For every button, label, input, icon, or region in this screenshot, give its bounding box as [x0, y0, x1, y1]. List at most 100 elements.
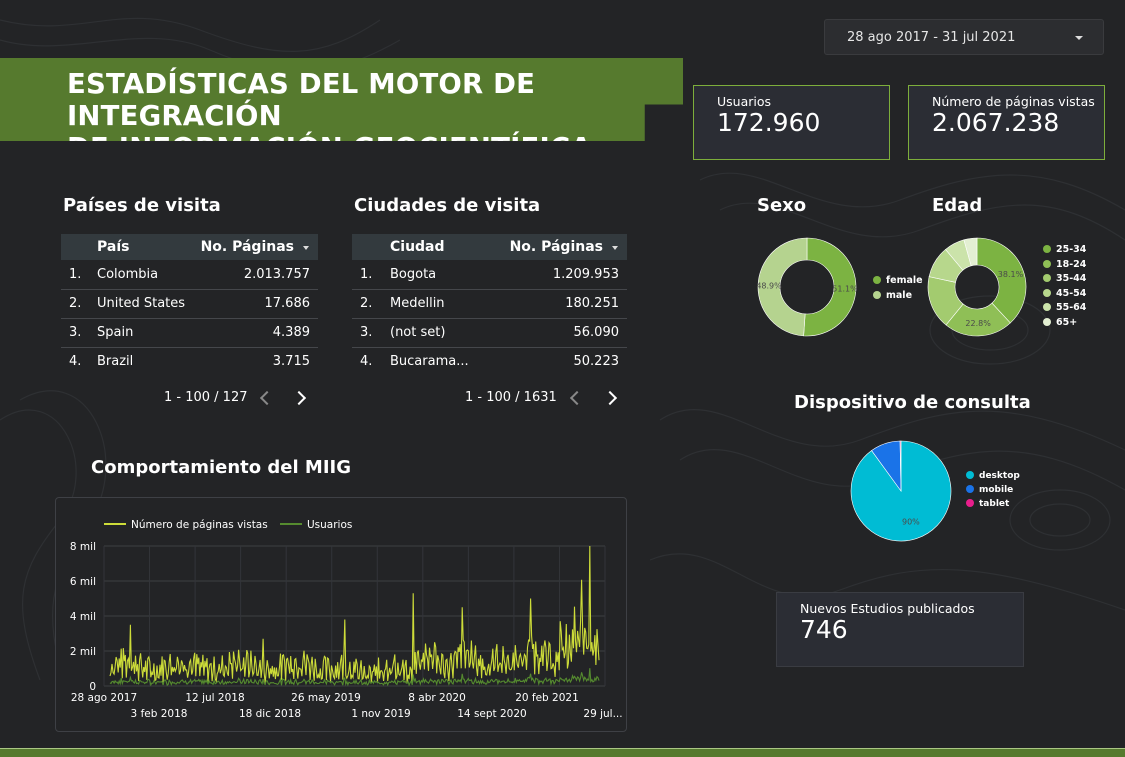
legend-item-45-54[interactable]: 45-54: [1043, 287, 1086, 302]
chevron-left-icon[interactable]: [259, 390, 275, 406]
legend-label: tablet: [979, 499, 1010, 509]
chevron-right-icon[interactable]: [602, 390, 618, 406]
legend-item-18-24[interactable]: 18-24: [1043, 258, 1086, 273]
legend-item-35-44[interactable]: 35-44: [1043, 272, 1086, 287]
series-line-users[interactable]: [109, 668, 600, 687]
kpi-pageviews-label: Número de páginas vistas: [932, 94, 1095, 109]
cities-table-header: Ciudad No. Páginas: [352, 234, 627, 260]
row-pages: 56.090: [573, 325, 620, 340]
legend-label: 45-54: [1056, 287, 1087, 299]
row-city: (not set): [390, 325, 446, 340]
table-row[interactable]: 3. Spain 4.389: [61, 318, 318, 348]
legend-item-55-64[interactable]: 55-64: [1043, 301, 1086, 316]
row-index: 3.: [69, 325, 82, 340]
pie-slice-65-[interactable]: [963, 237, 978, 267]
row-pages: 1.209.953: [552, 267, 619, 282]
series-line-pageviews[interactable]: [109, 545, 600, 684]
x-tick-label: 20 feb 2021: [515, 692, 579, 704]
row-index: 1.: [69, 267, 82, 282]
cities-col-city[interactable]: Ciudad: [390, 239, 445, 255]
pie-slice-female[interactable]: [803, 237, 857, 337]
age-donut-chart[interactable]: 38.1% 22.8%: [927, 237, 1027, 337]
legend-label: female: [886, 275, 923, 286]
legend-label: 55-64: [1056, 302, 1087, 314]
legend-dot: [966, 499, 974, 507]
pie-value-label: 48.9%: [757, 282, 782, 291]
row-pages: 180.251: [565, 296, 619, 311]
x-tick-label: 1 nov 2019: [351, 708, 410, 720]
chevron-left-icon[interactable]: [569, 390, 585, 406]
legend-dot: [873, 276, 881, 284]
page-title: ESTADÍSTICAS DEL MOTOR DE INTEGRACIÓN DE…: [67, 68, 677, 141]
table-row[interactable]: 2. Medellin 180.251: [352, 289, 627, 319]
row-index: 2.: [360, 296, 373, 311]
legend-dot: [873, 291, 881, 299]
countries-col-pages[interactable]: No. Páginas: [200, 239, 294, 255]
pie-slice-tablet[interactable]: [899, 440, 902, 492]
row-index: 4.: [69, 354, 82, 369]
kpi-users-value: 172.960: [717, 108, 821, 137]
table-row[interactable]: 1. Bogota 1.209.953: [352, 260, 627, 290]
row-country: Brazil: [97, 354, 134, 369]
countries-pager-text: 1 - 100 / 127: [164, 390, 248, 405]
legend-item-65-plus[interactable]: 65+: [1043, 316, 1086, 331]
date-range-text: 28 ago 2017 - 31 jul 2021: [847, 30, 1016, 45]
legend-item-tablet[interactable]: tablet: [966, 497, 1020, 511]
pie-slice-male[interactable]: [757, 237, 808, 337]
row-city: Bucarama...: [390, 354, 469, 369]
legend-label: 25-34: [1056, 244, 1087, 255]
legend-item-female[interactable]: female: [873, 273, 923, 288]
date-range-picker[interactable]: 28 ago 2017 - 31 jul 2021: [824, 19, 1104, 55]
line-chart[interactable]: 0 2 mil 4 mil 6 mil 8 mil 28 ago 2017 12 jul 2…: [56, 498, 626, 731]
legend-dot: [1043, 303, 1051, 312]
sort-desc-icon[interactable]: [303, 246, 309, 250]
kpi-new-studies: Nuevos Estudios publicados 746: [776, 592, 1024, 667]
chevron-right-icon[interactable]: [291, 390, 307, 406]
countries-col-country[interactable]: País: [97, 239, 130, 255]
x-tick-label: 14 sept 2020: [457, 708, 526, 720]
footer-bar: [0, 748, 1125, 757]
pie-slice-25-34[interactable]: [976, 237, 1027, 324]
legend-label-users[interactable]: Usuarios: [307, 519, 352, 531]
page-title-line1: ESTADÍSTICAS DEL MOTOR DE INTEGRACIÓN: [67, 68, 536, 132]
x-tick-label: 26 may 2019: [291, 692, 361, 704]
sort-desc-icon[interactable]: [612, 246, 618, 250]
sex-legend: female male: [873, 273, 923, 303]
row-index: 1.: [360, 267, 373, 282]
x-tick-label: 28 ago 2017: [71, 692, 137, 704]
countries-title: Países de visita: [63, 195, 221, 216]
table-row[interactable]: 1. Colombia 2.013.757: [61, 260, 318, 290]
table-row[interactable]: 4. Bucarama... 50.223: [352, 347, 627, 376]
caret-down-icon: [1075, 36, 1083, 40]
countries-table-header: País No. Páginas: [61, 234, 318, 260]
legend-item-25-34[interactable]: 25-34: [1043, 243, 1086, 258]
x-tick-label: 18 dic 2018: [239, 708, 301, 720]
cities-title: Ciudades de visita: [354, 195, 541, 216]
sex-donut-chart[interactable]: 51.1% 48.9%: [757, 237, 857, 337]
legend-item-mobile[interactable]: mobile: [966, 483, 1020, 497]
device-legend: desktop mobile tablet: [966, 469, 1020, 511]
legend-item-desktop[interactable]: desktop: [966, 469, 1020, 483]
x-tick-label: 29 jul...: [583, 708, 622, 720]
line-chart-panel: 0 2 mil 4 mil 6 mil 8 mil 28 ago 2017 12 jul 2…: [55, 497, 627, 732]
legend-label: male: [886, 290, 913, 301]
legend-label: mobile: [979, 485, 1014, 495]
legend-label-pageviews[interactable]: Número de páginas vistas: [131, 519, 268, 531]
device-pie-chart[interactable]: 90%: [850, 440, 952, 542]
cities-pager-text: 1 - 100 / 1631: [465, 390, 557, 405]
table-row[interactable]: 2. United States 17.686: [61, 289, 318, 319]
table-row[interactable]: 4. Brazil 3.715: [61, 347, 318, 376]
y-tick-label: 2 mil: [70, 646, 96, 658]
legend-item-male[interactable]: male: [873, 288, 923, 303]
title-banner: ESTADÍSTICAS DEL MOTOR DE INTEGRACIÓN DE…: [0, 58, 683, 141]
cities-col-pages[interactable]: No. Páginas: [509, 239, 603, 255]
row-pages: 3.715: [272, 354, 310, 369]
legend-label: 18-24: [1056, 258, 1087, 270]
y-tick-label: 4 mil: [70, 611, 96, 623]
table-row[interactable]: 3. (not set) 56.090: [352, 318, 627, 348]
pie-value-label: 22.8%: [965, 319, 991, 328]
x-tick-label: 8 abr 2020: [408, 692, 466, 704]
row-country: Colombia: [97, 267, 159, 282]
row-index: 4.: [360, 354, 373, 369]
kpi-studies-label: Nuevos Estudios publicados: [800, 601, 975, 616]
